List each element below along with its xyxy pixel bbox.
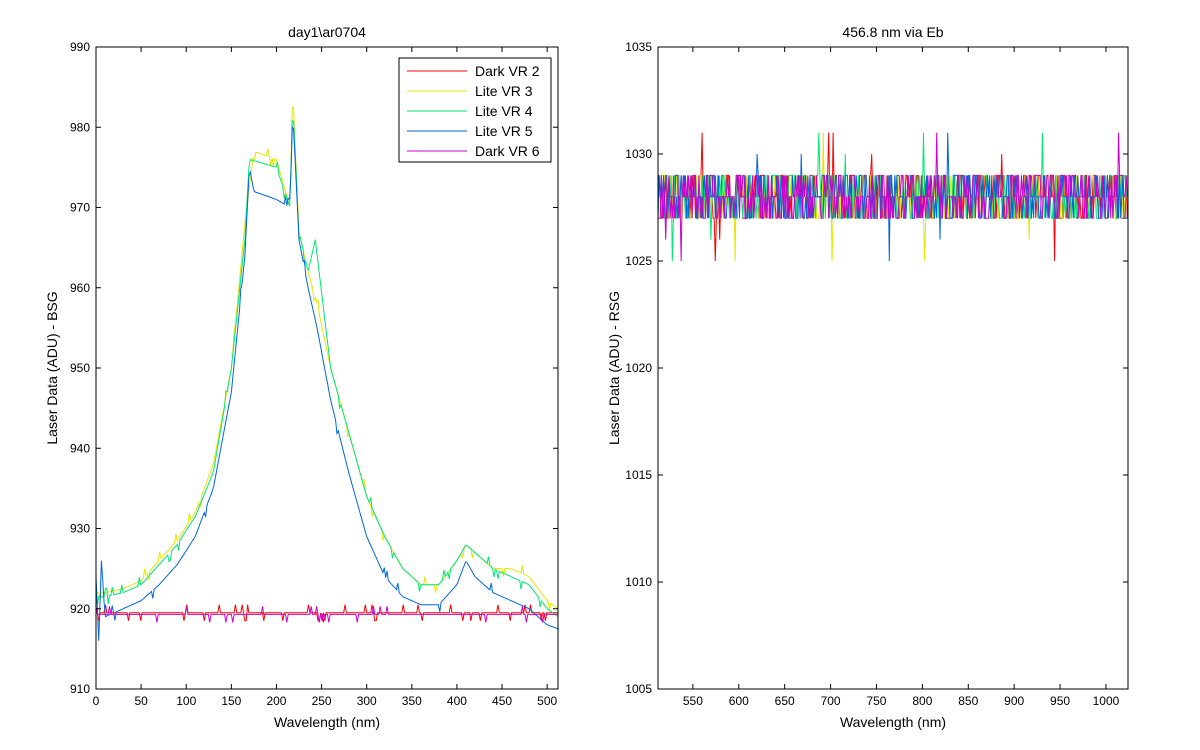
x-axis-label: Wavelength (nm)	[274, 714, 380, 730]
x-axis-label: Wavelength (nm)	[840, 714, 946, 730]
y-tick-label: 1035	[625, 40, 652, 54]
x-tick-label: 500	[537, 694, 557, 708]
x-tick-label: 300	[357, 694, 377, 708]
series-line-dark-vr-6	[96, 606, 558, 623]
chart-title: day1\ar0704	[288, 24, 366, 40]
y-tick-label: 1025	[625, 254, 652, 268]
x-tick-label: 750	[866, 694, 886, 708]
series-line-dark-vr-2	[96, 604, 558, 622]
x-tick-label: 50	[134, 694, 148, 708]
left-chart: 0 50 100 150 200 250 300 350 400 450 500 910 920 930 9…	[44, 24, 559, 730]
right-chart: 550 600 650 700 750 800 850 900 950 1000 1005 1010 1…	[606, 24, 1129, 730]
x-tick-label: 650	[775, 694, 795, 708]
series-line-lite-vr-4	[96, 119, 558, 617]
plot-area	[658, 47, 1128, 689]
y-tick-label: 930	[70, 522, 90, 536]
x-tick-label: 450	[492, 694, 512, 708]
x-tick-label: 600	[729, 694, 749, 708]
legend-label: Lite VR 5	[475, 123, 533, 139]
x-tick-label: 550	[683, 694, 703, 708]
y-axis-label: Laser Data (ADU) - RSG	[606, 291, 622, 445]
series-line-lite-vr-5	[658, 132, 1128, 262]
x-tick-label: 900	[1004, 694, 1024, 708]
y-tick-label: 1020	[625, 361, 652, 375]
legend-box	[398, 57, 552, 163]
legend: Dark VR 2 Lite VR 3 Lite VR 4 Lite VR 5 Dark…	[398, 57, 552, 163]
legend-label: Lite VR 4	[475, 103, 533, 119]
legend-label: Lite VR 3	[475, 83, 533, 99]
y-tick-label: 990	[70, 40, 90, 54]
x-tick-label: 150	[221, 694, 241, 708]
y-tick-label: 1030	[625, 147, 652, 161]
y-tick-label: 1005	[625, 682, 652, 696]
x-tick-label: 200	[266, 694, 286, 708]
x-tick-label: 850	[958, 694, 978, 708]
y-tick-label: 970	[70, 201, 90, 215]
x-tick-label: 0	[93, 694, 100, 708]
legend-label: Dark VR 2	[475, 63, 540, 79]
x-tick-label: 100	[176, 694, 196, 708]
x-tick-label: 700	[821, 694, 841, 708]
x-tick-label: 1000	[1093, 694, 1120, 708]
series-group	[96, 106, 558, 641]
x-tick-label: 800	[912, 694, 932, 708]
x-tick-label: 950	[1050, 694, 1070, 708]
y-tick-label: 980	[70, 120, 90, 134]
chart-title: 456.8 nm via Eb	[842, 24, 943, 40]
y-tick-label: 910	[70, 682, 90, 696]
series-line-dark-vr-6	[658, 132, 1128, 262]
x-tick-label: 400	[447, 694, 467, 708]
y-tick-label: 1015	[625, 468, 652, 482]
y-tick-label: 960	[70, 281, 90, 295]
y-tick-label: 920	[70, 602, 90, 616]
y-axis-label: Laser Data (ADU) - BSG	[44, 291, 60, 444]
series-line-lite-vr-5	[96, 125, 558, 641]
legend-label: Dark VR 6	[475, 143, 540, 159]
series-group	[658, 132, 1128, 262]
y-tick-label: 950	[70, 361, 90, 375]
y-tick-label: 1010	[625, 575, 652, 589]
y-tick-label: 940	[70, 441, 90, 455]
x-tick-label: 350	[402, 694, 422, 708]
x-tick-label: 250	[312, 694, 332, 708]
